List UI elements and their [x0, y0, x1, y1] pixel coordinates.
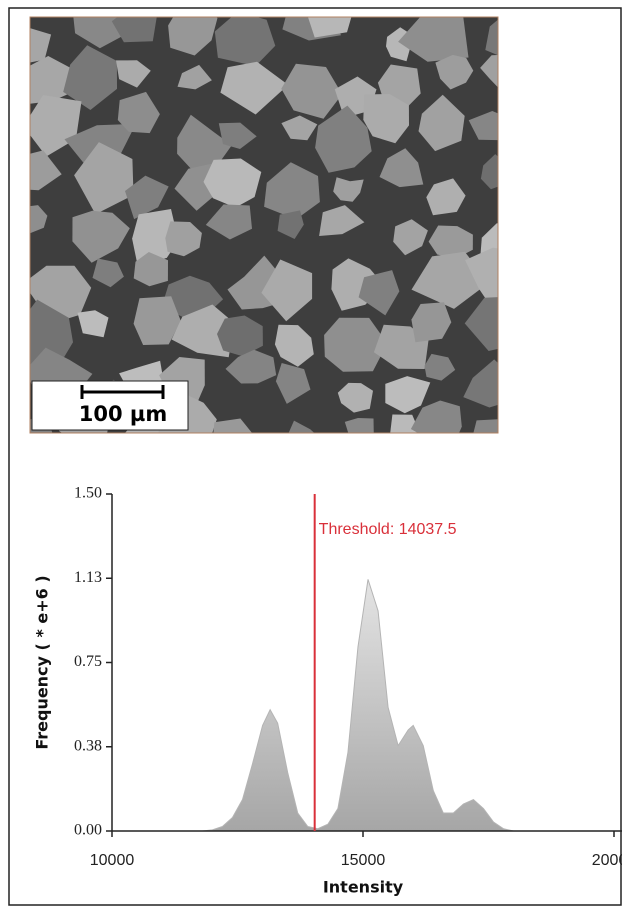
- grain: [306, 0, 354, 38]
- x-tick-label: 15000: [341, 852, 386, 869]
- y-tick-label: 0.38: [74, 737, 102, 754]
- scale-label: 100 µm: [79, 402, 167, 426]
- x-tick-label: 20000: [592, 852, 631, 869]
- y-tick-label: 0.75: [74, 653, 102, 670]
- threshold-label: Threshold: 14037.5: [319, 521, 457, 538]
- y-tick-label: 1.13: [74, 569, 102, 586]
- page: 100 µm 0.00 0.38 0.75 1.13 1.50 10000 15000 200…: [0, 0, 631, 910]
- x-tick-label: 10000: [90, 852, 135, 869]
- figure: 100 µm 0.00 0.38 0.75 1.13 1.50 10000 15000 200…: [0, 0, 631, 910]
- y-axis-label: Frequency ( * e+6 ): [33, 575, 52, 749]
- x-axis-label: Intensity: [323, 878, 404, 897]
- y-tick-label: 1.50: [74, 485, 102, 502]
- y-tick-label: 0.00: [74, 822, 102, 839]
